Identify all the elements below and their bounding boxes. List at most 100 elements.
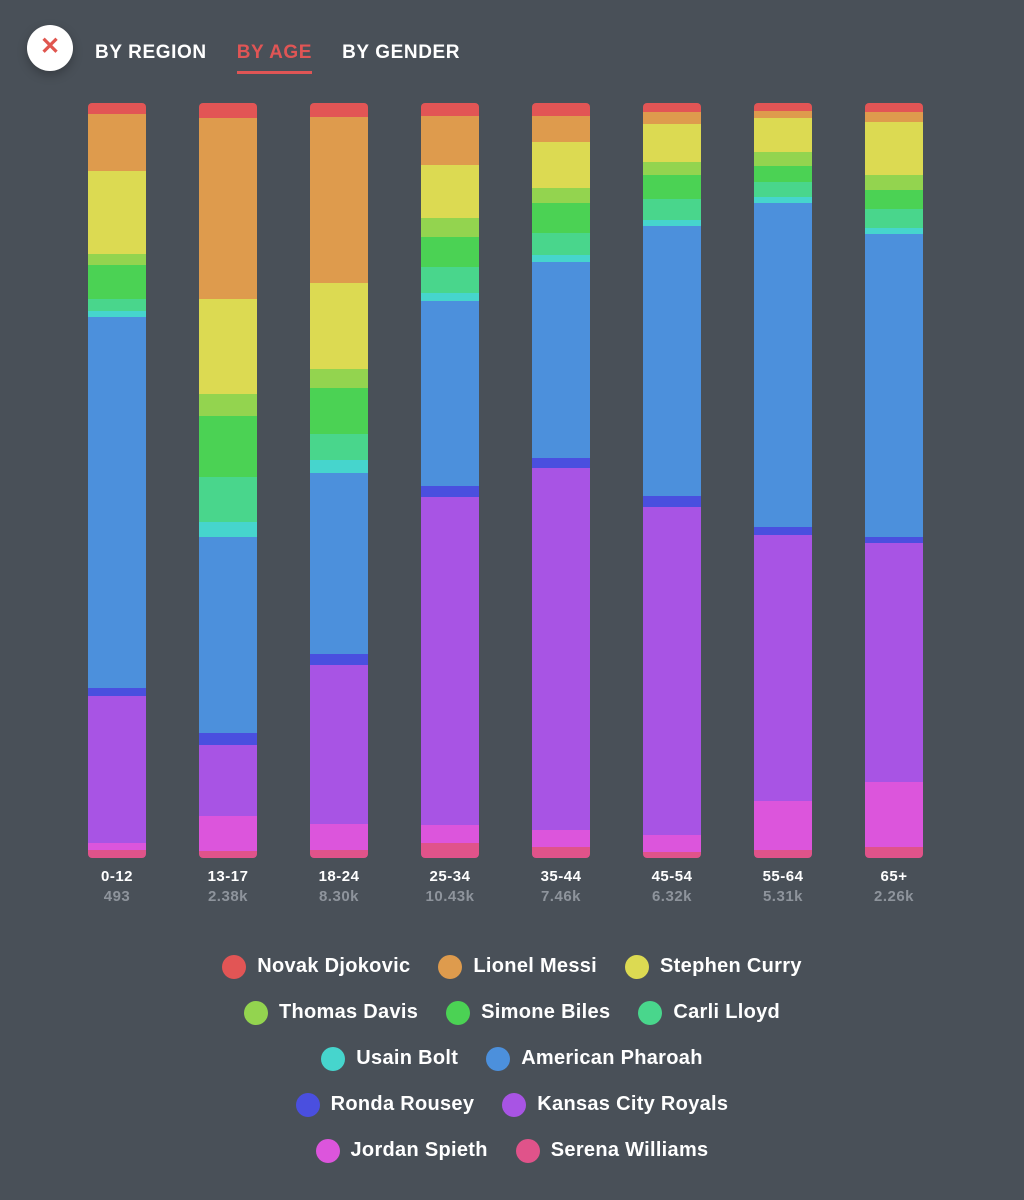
bar-segment[interactable]: [754, 110, 812, 119]
bar-segment[interactable]: [643, 506, 701, 836]
bar-segment[interactable]: [310, 282, 368, 370]
bar-segment[interactable]: [865, 208, 923, 228]
bar-segment[interactable]: [310, 850, 368, 858]
bar-segment[interactable]: [643, 851, 701, 858]
bar-55-64[interactable]: [754, 103, 812, 858]
bar-segment[interactable]: [754, 801, 812, 851]
bar-segment[interactable]: [865, 121, 923, 175]
tab-by-region[interactable]: BY REGION: [95, 42, 207, 63]
bar-segment[interactable]: [421, 497, 479, 826]
bar-segment[interactable]: [865, 543, 923, 783]
bar-segment[interactable]: [532, 142, 590, 188]
bar-segment[interactable]: [865, 846, 923, 858]
legend-item[interactable]: Lionel Messi: [438, 954, 597, 979]
bar-segment[interactable]: [310, 103, 368, 117]
bar-segment[interactable]: [421, 485, 479, 498]
bar-segment[interactable]: [310, 665, 368, 824]
bar-segment[interactable]: [532, 255, 590, 262]
bar-segment[interactable]: [643, 112, 701, 125]
bar-segment[interactable]: [88, 299, 146, 311]
bar-segment[interactable]: [88, 170, 146, 254]
bar-13-17[interactable]: [199, 103, 257, 858]
bar-segment[interactable]: [865, 233, 923, 538]
bar-segment[interactable]: [199, 476, 257, 522]
bar-35-44[interactable]: [532, 103, 590, 858]
bar-segment[interactable]: [88, 265, 146, 300]
bar-segment[interactable]: [199, 393, 257, 417]
bar-segment[interactable]: [865, 227, 923, 234]
bar-segment[interactable]: [310, 116, 368, 283]
bar-segment[interactable]: [532, 232, 590, 256]
bar-segment[interactable]: [199, 299, 257, 394]
bar-segment[interactable]: [199, 537, 257, 734]
bar-segment[interactable]: [532, 202, 590, 233]
legend-item[interactable]: Novak Djokovic: [222, 954, 410, 979]
bar-segment[interactable]: [421, 115, 479, 165]
bar-segment[interactable]: [532, 467, 590, 830]
legend-item[interactable]: Stephen Curry: [625, 954, 802, 979]
bar-segment[interactable]: [199, 416, 257, 477]
bar-segment[interactable]: [88, 688, 146, 696]
bar-segment[interactable]: [754, 165, 812, 183]
bar-25-34[interactable]: [421, 103, 479, 858]
bar-segment[interactable]: [643, 161, 701, 175]
bar-45-54[interactable]: [643, 103, 701, 858]
bar-segment[interactable]: [532, 187, 590, 203]
bar-segment[interactable]: [865, 537, 923, 544]
bar-segment[interactable]: [643, 495, 701, 507]
bar-segment[interactable]: [199, 118, 257, 300]
bar-segment[interactable]: [310, 472, 368, 655]
bar-segment[interactable]: [88, 253, 146, 266]
bar-segment[interactable]: [88, 842, 146, 851]
bar-segment[interactable]: [88, 695, 146, 843]
bar-segment[interactable]: [532, 115, 590, 143]
bar-segment[interactable]: [754, 182, 812, 198]
bar-segment[interactable]: [421, 293, 479, 301]
legend-item[interactable]: Jordan Spieth: [315, 1138, 488, 1163]
legend-item[interactable]: Thomas Davis: [243, 1000, 418, 1025]
bar-0-12[interactable]: [88, 103, 146, 858]
bar-segment[interactable]: [310, 388, 368, 434]
bar-segment[interactable]: [421, 217, 479, 237]
tab-by-gender[interactable]: BY GENDER: [342, 42, 461, 63]
legend-item[interactable]: Usain Bolt: [321, 1046, 458, 1071]
bar-segment[interactable]: [88, 103, 146, 115]
legend-item[interactable]: Ronda Rousey: [295, 1092, 475, 1117]
bar-segment[interactable]: [532, 846, 590, 858]
bar-segment[interactable]: [754, 850, 812, 858]
bar-65+[interactable]: [865, 103, 923, 858]
legend-item[interactable]: American Pharoah: [486, 1046, 703, 1071]
bar-segment[interactable]: [421, 300, 479, 486]
bar-segment[interactable]: [865, 189, 923, 209]
legend-item[interactable]: Serena Williams: [515, 1138, 709, 1163]
legend-item[interactable]: Kansas City Royals: [502, 1092, 728, 1117]
bar-segment[interactable]: [199, 816, 257, 852]
bar-segment[interactable]: [643, 174, 701, 199]
bar-segment[interactable]: [532, 457, 590, 468]
bar-segment[interactable]: [865, 112, 923, 122]
bar-segment[interactable]: [88, 316, 146, 689]
bar-segment[interactable]: [643, 103, 701, 113]
bar-segment[interactable]: [421, 103, 479, 116]
bar-segment[interactable]: [643, 226, 701, 496]
tab-by-age[interactable]: BY AGE: [236, 42, 313, 74]
bar-segment[interactable]: [754, 203, 812, 528]
close-button[interactable]: ✕: [27, 25, 73, 71]
bar-segment[interactable]: [199, 733, 257, 745]
bar-segment[interactable]: [421, 236, 479, 267]
bar-segment[interactable]: [532, 261, 590, 458]
bar-segment[interactable]: [754, 527, 812, 535]
bar-segment[interactable]: [88, 114, 146, 171]
legend-item[interactable]: Simone Biles: [446, 1000, 610, 1025]
bar-segment[interactable]: [199, 851, 257, 858]
bar-segment[interactable]: [754, 118, 812, 153]
legend-item[interactable]: Carli Lloyd: [638, 1000, 780, 1025]
bar-segment[interactable]: [865, 782, 923, 847]
bar-segment[interactable]: [754, 152, 812, 166]
bar-segment[interactable]: [310, 433, 368, 461]
bar-segment[interactable]: [421, 266, 479, 294]
bar-segment[interactable]: [754, 197, 812, 204]
bar-segment[interactable]: [421, 164, 479, 218]
bar-segment[interactable]: [310, 823, 368, 851]
bar-segment[interactable]: [643, 219, 701, 227]
